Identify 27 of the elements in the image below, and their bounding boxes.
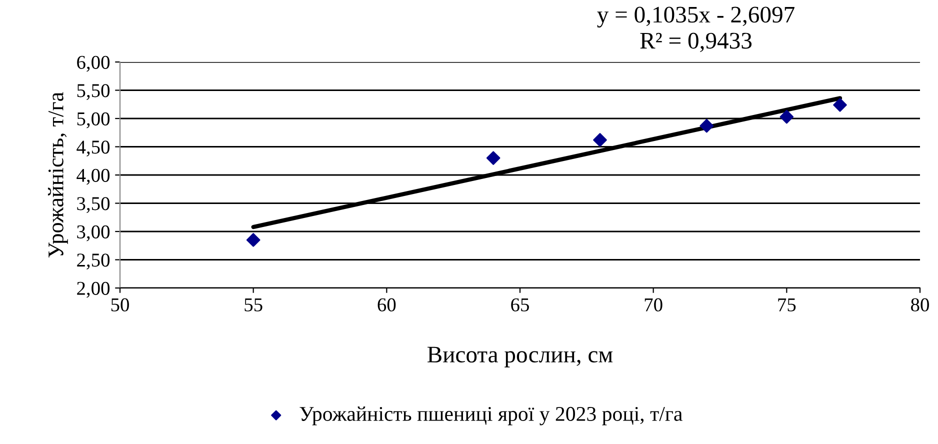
x-tick-label: 75 — [778, 298, 796, 312]
x-tick-label: 60 — [378, 298, 396, 312]
point — [700, 118, 714, 133]
legend-label: Урожайність пшениці ярої у 2023 році, т/га — [300, 406, 682, 426]
y-axis-title: Урожайність, т/га — [48, 92, 68, 258]
x-tick-label: 50 — [111, 298, 129, 312]
x-tick-label: 65 — [511, 298, 529, 312]
point — [780, 110, 794, 124]
y-tick-label: 5,50 — [77, 84, 110, 100]
x-tick-label: 80 — [911, 298, 929, 312]
x-axis-title: Висота рослин, см — [428, 346, 613, 368]
text: y = 0,1035x - 2,6097 — [597, 6, 794, 28]
point — [593, 133, 607, 147]
point — [833, 98, 847, 112]
y-tick-label: 3,50 — [77, 197, 110, 213]
y-tick-label: 5,00 — [77, 112, 110, 128]
y-tick-label: 2,00 — [77, 282, 110, 298]
text: R² = 0,9433 — [640, 32, 752, 52]
y-tick-label: 4,00 — [76, 168, 110, 185]
x-tick-label: 55 — [244, 298, 262, 312]
y-tick-label: 3,00 — [77, 225, 110, 242]
point — [246, 233, 260, 247]
point — [486, 151, 500, 165]
y-tick-label: 2,50 — [77, 254, 110, 270]
x-tick-label: 70 — [644, 298, 662, 312]
y-tick-label: 6,00 — [77, 56, 110, 72]
y-tick-label: 4,50 — [76, 140, 110, 156]
